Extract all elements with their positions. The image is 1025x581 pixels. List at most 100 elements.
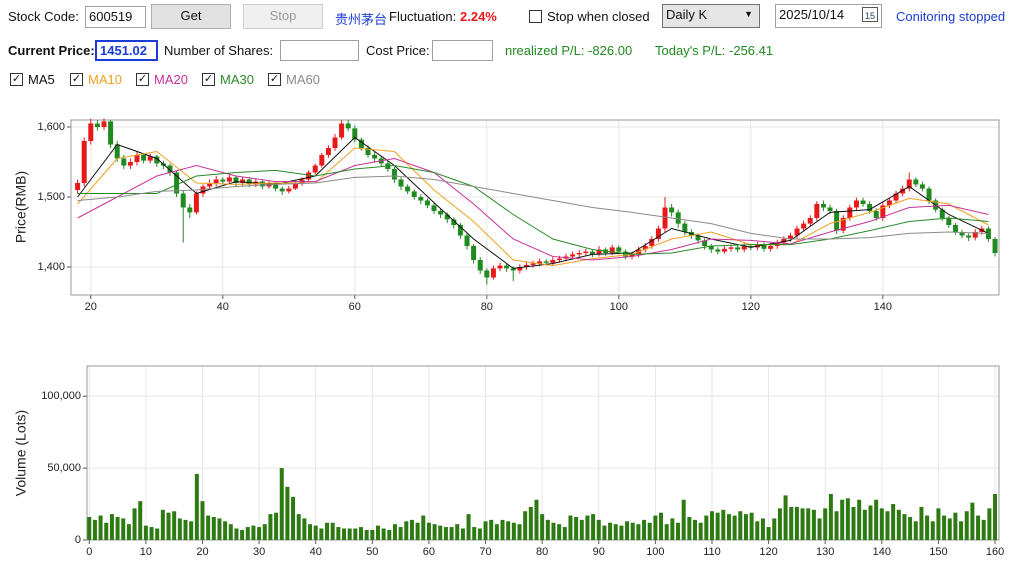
volume-bar	[823, 508, 828, 540]
volume-bar	[109, 514, 114, 540]
ma-label[interactable]: MA10	[88, 72, 122, 87]
label: Current Price:	[8, 43, 95, 58]
candle-body	[477, 260, 483, 271]
y-tick-label: 1,600	[37, 121, 65, 133]
calendar-icon[interactable]: 15	[861, 7, 878, 22]
candle-body	[187, 207, 193, 213]
candle-body	[167, 165, 173, 173]
x-tick-label: 0	[86, 546, 92, 558]
volume-bar	[489, 519, 494, 540]
x-tick-label: 160	[986, 546, 1004, 558]
ma-line	[77, 175, 989, 240]
candle-body	[589, 251, 595, 255]
volume-bar	[511, 522, 516, 540]
volume-bar	[845, 498, 850, 540]
volume-bar	[687, 516, 692, 540]
volume-bar	[92, 519, 97, 540]
candle-body	[596, 249, 602, 255]
volume-bar	[517, 524, 522, 540]
ma-label[interactable]: MA60	[286, 72, 320, 87]
volume-bar	[528, 506, 533, 540]
candle-body	[919, 184, 925, 189]
volume-bar	[760, 518, 765, 540]
volume-bar	[460, 528, 465, 540]
volume-bar	[715, 512, 720, 540]
volume-bar	[636, 524, 641, 540]
volume-bar	[494, 524, 499, 540]
candle-body	[556, 258, 562, 260]
volume-bar	[913, 521, 918, 540]
candle-body	[570, 254, 576, 257]
volume-bar	[970, 502, 975, 540]
candle-body	[240, 179, 246, 183]
current-price: 1451.02	[95, 40, 158, 61]
volume-bar	[409, 519, 414, 540]
stock-code-input[interactable]: 600519	[85, 6, 146, 28]
x-tick-label: 40	[217, 301, 229, 313]
volume-bar	[681, 499, 686, 540]
stop-button[interactable]: Stop	[243, 4, 323, 29]
candle-body	[81, 141, 87, 183]
volume-bar	[868, 505, 873, 540]
checkbox[interactable]: ✓	[202, 73, 215, 86]
date-picker[interactable]: 2025/10/14 15	[775, 4, 882, 28]
volume-bar	[347, 528, 352, 540]
volume-bar	[381, 528, 386, 540]
volume-bar	[806, 508, 811, 540]
candle-body	[880, 205, 886, 218]
x-tick-label: 80	[481, 301, 493, 313]
cost-input[interactable]	[432, 40, 493, 61]
checkbox[interactable]: ✓	[136, 73, 149, 86]
checkbox-label[interactable]: Stop when closed	[547, 9, 650, 24]
volume-bar	[483, 521, 488, 540]
checkbox[interactable]: ✓	[10, 73, 23, 86]
volume-bar	[392, 524, 397, 540]
volume-bar	[613, 524, 618, 540]
candle-body	[108, 121, 114, 145]
volume-bar	[766, 527, 771, 540]
x-tick-label: 80	[536, 546, 548, 558]
candle-body	[484, 270, 490, 278]
volume-bar	[183, 519, 188, 540]
ma-label[interactable]: MA20	[154, 72, 188, 87]
candle-body	[952, 225, 958, 232]
candle-body	[827, 207, 833, 211]
shares-input[interactable]	[280, 40, 359, 61]
checkbox[interactable]	[529, 10, 542, 23]
volume-bar	[121, 518, 126, 540]
candle-body	[781, 239, 787, 243]
volume-bar	[443, 527, 448, 540]
get-button[interactable]: Get	[151, 4, 231, 29]
volume-bar	[902, 514, 907, 540]
stock-name: 贵州茅台	[335, 12, 388, 27]
volume-bar	[783, 495, 788, 540]
checkbox[interactable]: ✓	[70, 73, 83, 86]
volume-bar	[336, 527, 341, 540]
period-select[interactable]: Daily K ▼	[662, 4, 760, 28]
volume-bar	[908, 516, 913, 540]
candle-body	[761, 244, 767, 249]
volume-bar	[885, 511, 890, 540]
checkbox[interactable]: ✓	[268, 73, 281, 86]
ma-label[interactable]: MA30	[220, 72, 254, 87]
candle-body	[365, 148, 371, 155]
ma-label[interactable]: MA5	[28, 72, 55, 87]
label: Number of Shares:	[164, 43, 274, 58]
candle-body	[306, 172, 312, 180]
volume-bar	[930, 521, 935, 540]
volume-bar	[245, 527, 250, 540]
candle-body	[629, 254, 635, 257]
x-tick-label: 10	[140, 546, 152, 558]
candle-body	[490, 268, 496, 278]
volume-bar	[325, 522, 330, 540]
candle-body	[939, 209, 945, 218]
x-tick-label: 30	[253, 546, 265, 558]
volume-bar	[160, 509, 165, 540]
candle-body	[259, 181, 265, 187]
volume-bar	[749, 512, 754, 540]
candle-body	[708, 246, 714, 250]
candle-body	[312, 165, 318, 173]
candle-body	[834, 211, 840, 231]
candle-body	[873, 211, 879, 218]
candle-body	[200, 186, 206, 194]
